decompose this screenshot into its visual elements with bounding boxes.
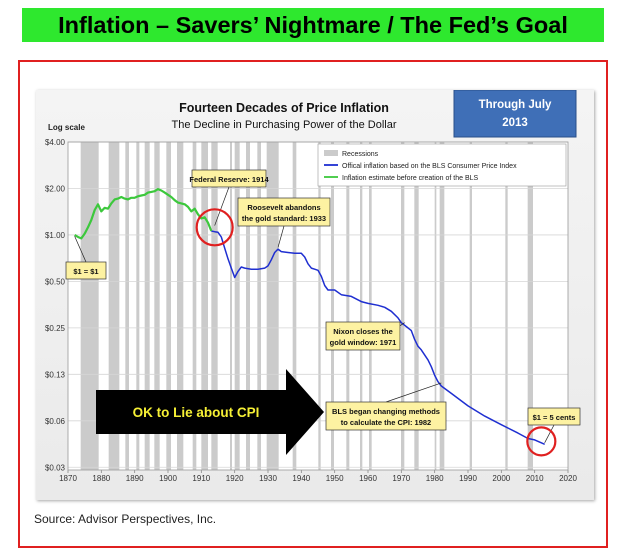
- x-tick-label: 2020: [559, 474, 577, 483]
- through-date-line2: 2013: [502, 117, 528, 129]
- chart-title: Fourteen Decades of Price Inflation: [179, 101, 389, 115]
- x-tick-label: 1970: [392, 474, 410, 483]
- y-tick-label: $0.03: [45, 463, 66, 472]
- chart-figure: $4.00 $2.00 $1.00 $0.50 $0.25 $0.13 $0.06 $0.03…: [36, 90, 594, 500]
- callout-leader: [214, 186, 230, 226]
- recession-band: [80, 142, 99, 470]
- callout-five-cents-text: $1 = 5 cents: [533, 413, 576, 422]
- legend-box: [317, 143, 567, 187]
- recession-band: [331, 142, 334, 470]
- callout-bls-methods-text: to calculate the CPI: 1982: [341, 418, 431, 427]
- callout-leader: [385, 382, 442, 403]
- callout-nixon-box: [325, 321, 401, 351]
- callout-federal-reserve-box: [191, 169, 267, 188]
- y-axis-label: Log scale: [48, 123, 85, 132]
- recession-band: [108, 142, 120, 470]
- through-date-box: [453, 90, 577, 138]
- legend-label: Recessions: [342, 151, 379, 158]
- recession-band: [401, 142, 405, 470]
- callout-bls-methods-box: [325, 401, 447, 431]
- x-tick-label: 1880: [92, 474, 110, 483]
- y-tick-label: $0.25: [45, 324, 66, 333]
- recession-band: [230, 142, 232, 470]
- recession-band: [211, 142, 218, 470]
- recession-band: [234, 142, 240, 470]
- plot-frame: [67, 141, 569, 471]
- recession-band: [369, 142, 372, 470]
- x-tick-label: 1950: [326, 474, 344, 483]
- y-tick-label: $0.13: [45, 370, 66, 379]
- recession-band: [434, 142, 437, 470]
- callout-bls-methods-text: BLS began changing methods: [332, 407, 440, 416]
- y-tick-label: $2.00: [45, 184, 66, 193]
- recession-band: [257, 142, 261, 470]
- y-tick-label: $0.50: [45, 277, 66, 286]
- x-tick-label: 1980: [426, 474, 444, 483]
- x-tick-label: 1870: [59, 474, 77, 483]
- legend-swatch: [324, 150, 338, 156]
- x-tick-label: 1890: [126, 474, 144, 483]
- x-tick-label: 1920: [226, 474, 244, 483]
- callout-one-dollar-box: [65, 261, 107, 280]
- callout-one-dollar-text: $1 = $1: [73, 267, 98, 276]
- recession-band: [125, 142, 129, 470]
- recession-band: [414, 142, 419, 470]
- highlight-circle-fed: [195, 208, 234, 247]
- callout-leader: [277, 225, 285, 248]
- callout-roosevelt-box: [237, 197, 331, 227]
- callout-federal-reserve-text: Federal Reserve: 1914: [189, 175, 269, 184]
- recession-band: [360, 142, 363, 470]
- callout-roosevelt-text: Roosevelt abandons: [247, 203, 320, 212]
- recession-band: [246, 142, 250, 470]
- x-tick-label: 1940: [292, 474, 310, 483]
- y-tick-label: $4.00: [45, 138, 66, 147]
- x-tick-label: 1930: [259, 474, 277, 483]
- callout-five-cents-box: [527, 407, 581, 426]
- pre-bls-series-line: [74, 187, 213, 240]
- x-tick-label: 2000: [492, 474, 510, 483]
- recession-band: [292, 142, 297, 470]
- callout-leader: [544, 424, 555, 443]
- x-tick-label: 2010: [526, 474, 544, 483]
- callout-leader: [74, 236, 87, 263]
- recession-band: [192, 142, 197, 470]
- x-tick-label: 1900: [159, 474, 177, 483]
- recession-band: [469, 142, 472, 470]
- x-tick-label: 1960: [359, 474, 377, 483]
- black-arrow: [96, 369, 324, 455]
- recession-band: [144, 142, 150, 470]
- chart-subtitle: The Decline in Purchasing Power of the D…: [171, 119, 396, 131]
- x-tick-label: 1910: [192, 474, 210, 483]
- recession-band: [166, 142, 171, 470]
- chart-svg: $4.00 $2.00 $1.00 $0.50 $0.25 $0.13 $0.06 $0.03…: [45, 90, 581, 483]
- legend-label: Offical inflation based on the BLS Consu…: [342, 163, 517, 170]
- callout-nixon-text: Nixon closes the: [333, 327, 393, 336]
- arrow-label: OK to Lie about CPI: [133, 405, 260, 420]
- y-tick-label: $0.06: [45, 417, 66, 426]
- through-date-line1: Through July: [479, 99, 552, 111]
- recession-band: [201, 142, 208, 470]
- cpi-series-line: [211, 230, 546, 445]
- recession-band: [346, 142, 350, 470]
- x-tick-label: 1990: [459, 474, 477, 483]
- recession-band: [505, 142, 508, 470]
- banner-title: Inflation – Savers’ Nightmare / The Fed’…: [22, 8, 604, 42]
- recession-band: [439, 142, 445, 470]
- source-note: Source: Advisor Perspectives, Inc.: [34, 512, 217, 526]
- callout-roosevelt-text: the gold standard: 1933: [242, 214, 326, 223]
- recession-band: [318, 142, 321, 470]
- recession-band: [527, 142, 533, 470]
- callout-nixon-text: gold window: 1971: [330, 338, 397, 347]
- legend-label: Inflation estimate before creation of th…: [342, 175, 479, 182]
- recession-band: [177, 142, 184, 470]
- recession-band: [136, 142, 140, 470]
- y-tick-label: $1.00: [45, 231, 66, 240]
- recession-band: [154, 142, 160, 470]
- highlight-circle-2013: [526, 426, 557, 457]
